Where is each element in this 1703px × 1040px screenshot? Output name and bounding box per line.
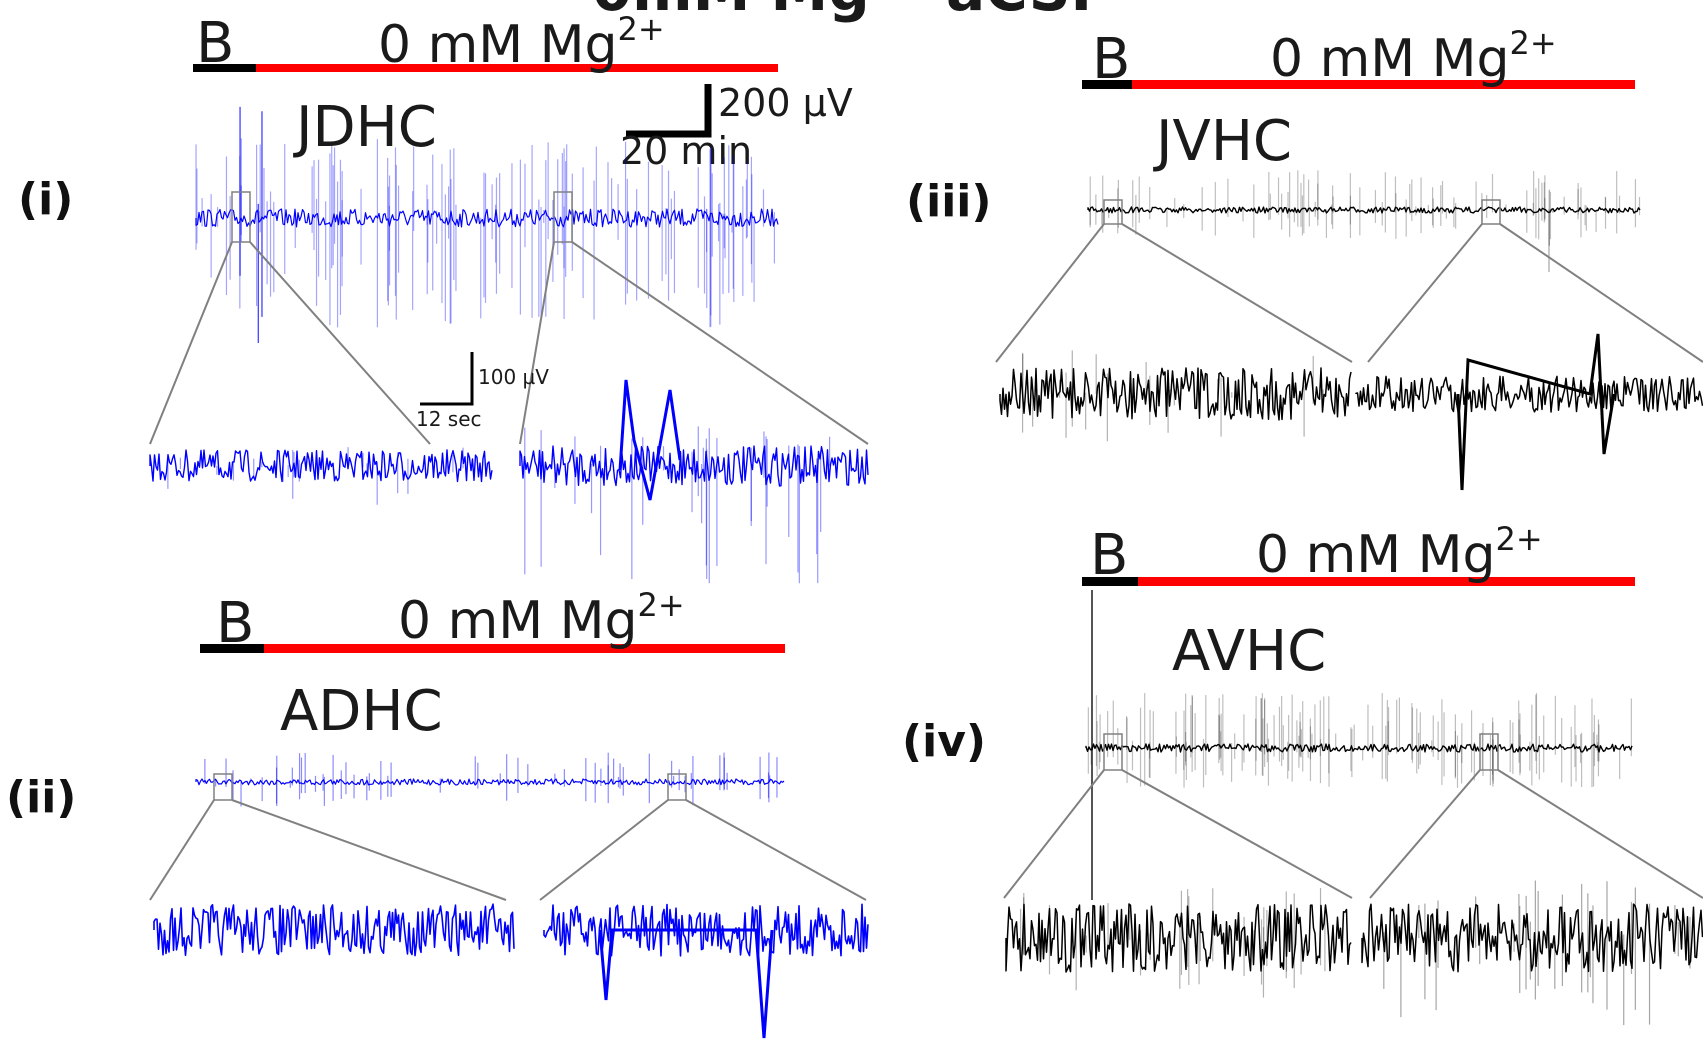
zoom-trace <box>543 903 869 957</box>
panel-iv-baseline-bar <box>1082 577 1140 586</box>
panel-iv-zoom-right <box>1355 769 1703 1026</box>
trace-line <box>195 208 779 228</box>
zoom-connector <box>249 241 431 445</box>
panel-i-condition: 0 mM Mg2+ <box>378 10 665 75</box>
panel-iv-zoom-left <box>1003 769 1353 998</box>
panel-i-scale-bar: 200 µV 20 min <box>620 81 853 173</box>
panel-i-zoom-scale-bar: 100 µV 12 sec <box>416 352 549 431</box>
panel-iii-zoom-left <box>995 223 1353 442</box>
panel-i-scale-amplitude: 200 µV <box>718 81 853 125</box>
panel-iii-trace <box>1087 170 1641 273</box>
panel-ii-zoom-right <box>539 799 869 1039</box>
panel-ii: (ii) B 0 mM Mg2+ ADHC <box>6 586 869 1039</box>
panel-i-zoom-left <box>149 241 493 505</box>
zoom-box <box>667 773 687 801</box>
zoom-connector <box>995 223 1105 363</box>
panel-i-zoom-scale-amplitude: 100 µV <box>478 365 549 389</box>
zoom-connector <box>571 241 869 445</box>
panel-i-zoom-scale-time: 12 sec <box>416 407 482 431</box>
zoom-trace <box>1355 375 1703 413</box>
panel-i-treatment-bar <box>256 64 778 72</box>
zoom-connector <box>149 241 233 445</box>
panel-iv-trace <box>1085 693 1633 788</box>
panel-iv: (iv) B 0 mM Mg2+ AVHC <box>902 520 1703 1026</box>
panel-i-trace <box>195 106 779 344</box>
panel-ii-region: ADHC <box>280 679 443 744</box>
trace-line <box>1087 206 1641 214</box>
panel-iii-baseline-bar <box>1082 80 1134 89</box>
panel-iv-roman: (iv) <box>902 716 986 767</box>
zoom-trace <box>153 903 515 957</box>
zoom-transient <box>618 379 682 501</box>
panel-iii-treatment-bar <box>1132 80 1635 89</box>
zoom-box <box>1481 199 1501 225</box>
zoom-box <box>1103 199 1123 225</box>
zoom-box <box>1103 733 1123 771</box>
panel-i: (i) B 0 mM Mg2+ JDHC 200 µV 20 min 100 µ… <box>18 10 869 584</box>
zoom-connector <box>231 799 507 901</box>
zoom-box <box>553 191 573 243</box>
panel-iii-region: JVHC <box>1153 109 1292 174</box>
zoom-connector <box>1003 769 1105 899</box>
zoom-connector <box>1499 223 1703 363</box>
zoom-transient <box>598 928 774 1039</box>
figure-title-partial: 0mM Mg²⁺ aCSF <box>592 0 1110 24</box>
zoom-box <box>213 773 233 801</box>
zoom-trace <box>999 367 1352 421</box>
zoom-connector <box>685 799 867 901</box>
zoom-box <box>231 191 251 243</box>
panel-i-scale-time: 20 min <box>620 129 752 173</box>
zoom-transient <box>1456 333 1616 491</box>
zoom-trace <box>1361 903 1703 973</box>
panel-ii-baseline-bar <box>200 644 266 653</box>
panel-ii-condition: 0 mM Mg2+ <box>398 586 685 651</box>
panel-ii-trace <box>195 752 785 807</box>
zoom-connector <box>539 799 669 901</box>
zoom-connector <box>1121 223 1353 363</box>
panel-i-baseline-bar <box>193 64 258 72</box>
zoom-connector <box>1497 769 1703 899</box>
panel-ii-roman: (ii) <box>6 772 76 823</box>
panel-ii-zoom-left <box>149 799 515 957</box>
zoom-trace <box>519 445 869 487</box>
panel-ii-treatment-bar <box>264 644 785 653</box>
zoom-trace <box>1005 903 1352 973</box>
panel-iii-zoom-right <box>1355 223 1703 491</box>
panel-i-region: JDHC <box>293 95 437 160</box>
zoom-connector <box>1367 223 1483 363</box>
trace-line <box>195 778 785 786</box>
panel-iv-condition: 0 mM Mg2+ <box>1256 520 1543 585</box>
zoom-connector <box>519 241 555 445</box>
panel-iv-treatment-bar <box>1138 577 1635 586</box>
zoom-connector <box>1369 769 1481 899</box>
panel-i-zoom-right <box>519 241 869 584</box>
zoom-connector <box>1121 769 1353 899</box>
zoom-box <box>1479 733 1499 771</box>
zoom-connector <box>149 799 215 901</box>
zoom-trace <box>149 449 493 483</box>
panel-iii-condition: 0 mM Mg2+ <box>1270 24 1557 89</box>
panel-iii-roman: (iii) <box>906 176 991 227</box>
panel-iii: (iii) B 0 mM Mg2+ JVHC <box>906 24 1703 491</box>
trace-line <box>1085 743 1633 753</box>
panel-iv-region: AVHC <box>1172 619 1326 684</box>
panel-i-roman: (i) <box>18 174 73 225</box>
